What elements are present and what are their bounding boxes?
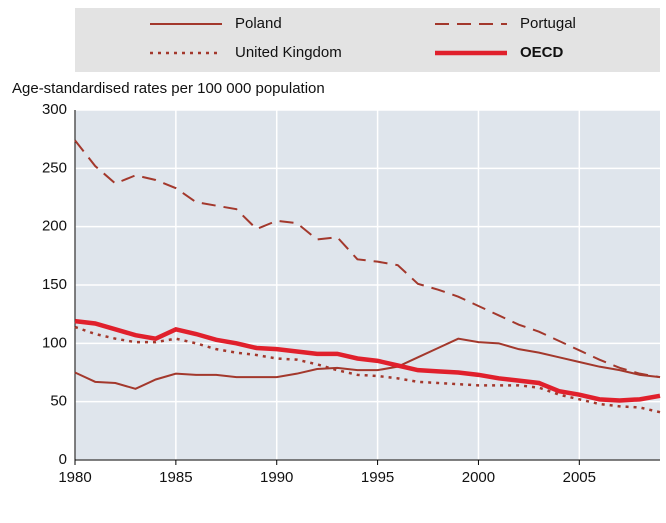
series-line	[74, 337, 661, 390]
y-tick-label: 150	[42, 276, 67, 293]
x-tick-label: 1980	[58, 469, 91, 486]
legend-label: OECD	[520, 44, 564, 61]
x-tick-label: 1985	[159, 469, 192, 486]
y-axis-label: Age-standardised rates per 100 000 popul…	[12, 80, 325, 97]
x-tick-label: 2005	[563, 469, 596, 486]
x-tick-label: 2000	[462, 469, 495, 486]
series-line	[74, 325, 661, 414]
x-tick-label: 1995	[361, 469, 394, 486]
series-line	[74, 139, 661, 379]
y-tick-label: 0	[59, 451, 67, 468]
x-tick-label: 1990	[260, 469, 293, 486]
legend-label: Portugal	[520, 15, 576, 32]
y-tick-label: 50	[50, 393, 67, 410]
legend-box	[75, 8, 660, 72]
y-tick-label: 250	[42, 159, 67, 176]
legend-label: Poland	[235, 15, 282, 32]
legend-label: United Kingdom	[235, 44, 342, 61]
y-tick-label: 200	[42, 218, 67, 235]
series-line	[74, 318, 661, 403]
y-tick-label: 100	[42, 334, 67, 351]
y-tick-label: 300	[42, 101, 67, 118]
